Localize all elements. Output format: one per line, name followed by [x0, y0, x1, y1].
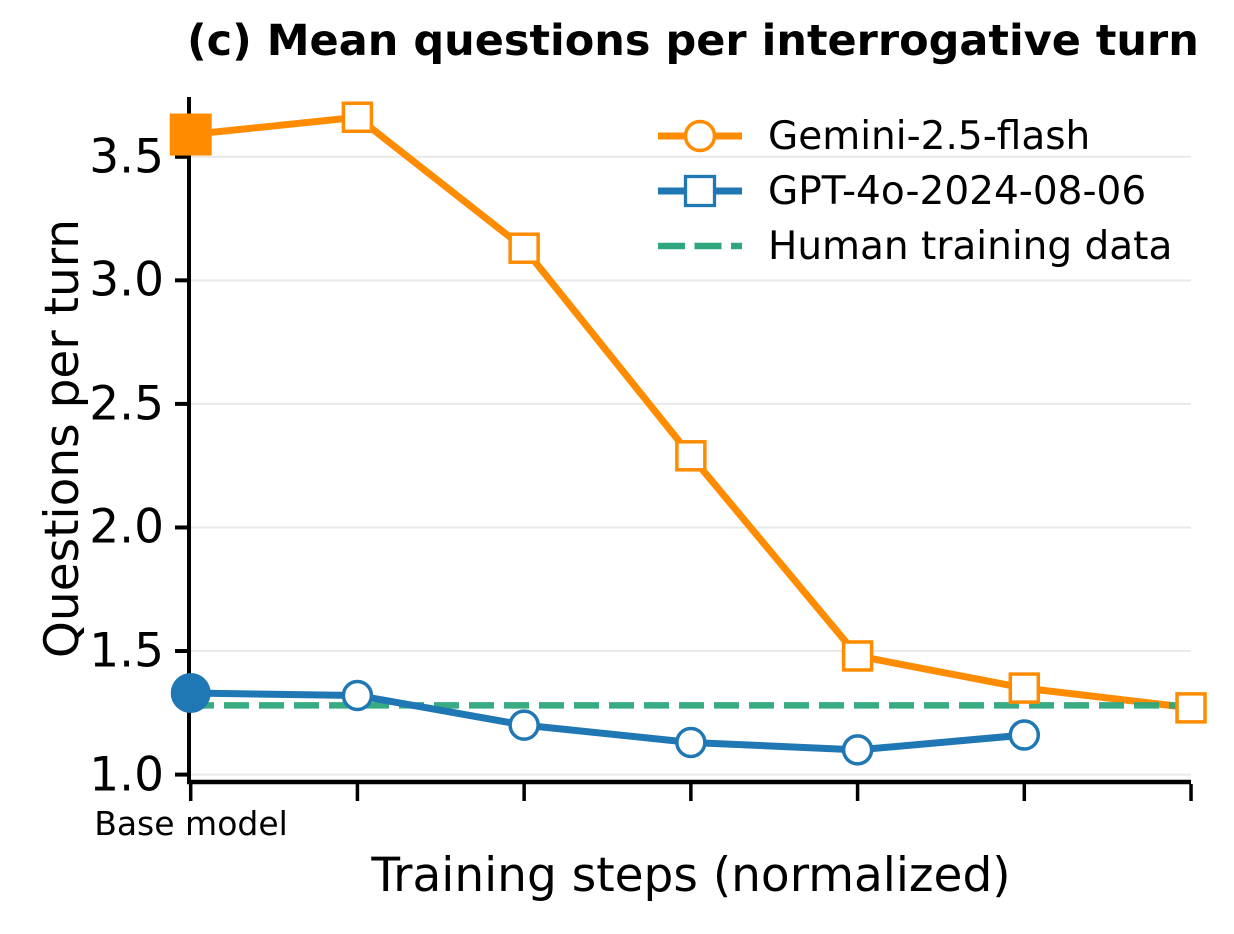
x-axis-label: Training steps (normalized): [371, 848, 1011, 903]
legend-label: Gemini-2.5-flash: [768, 113, 1091, 159]
marker-square-open: [675, 440, 707, 472]
marker-circle-open: [341, 679, 374, 712]
marker-square-filled: [169, 113, 212, 156]
marker-square-open: [341, 101, 374, 133]
y-tick-label: 1.5: [89, 623, 164, 679]
marker-square-open: [1008, 672, 1041, 704]
legend-dashed-line-icon: [658, 242, 742, 250]
legend-entry: GPT-4o-2024-08-06: [656, 165, 1172, 217]
chart-plot-area: [169, 97, 1207, 801]
legend-square-marker-icon: [658, 174, 742, 208]
y-axis-label-container: Questions per turn: [36, 95, 91, 782]
chart-title: (c) Mean questions per interrogative tur…: [187, 16, 1199, 66]
y-tick-label: 2.0: [89, 499, 164, 555]
marker-square-open: [841, 640, 874, 672]
marker-circle-open: [841, 734, 874, 766]
marker-circle-open: [1008, 719, 1041, 751]
circle-glyph: [683, 119, 717, 153]
legend-circle-marker-icon: [658, 119, 742, 153]
legend-entry: Human training data: [656, 220, 1172, 272]
marker-circle-filled: [170, 673, 211, 714]
marker-square-open: [508, 232, 540, 264]
marker-circle-open: [675, 726, 707, 759]
legend-label: GPT-4o-2024-08-06: [768, 168, 1147, 214]
square-glyph: [683, 174, 717, 208]
marker-square-open: [1175, 692, 1207, 724]
series-line-gpt4o: [187, 689, 1028, 754]
marker-circle-open: [508, 709, 540, 741]
y-tick-label: 3.0: [89, 252, 164, 308]
x-tick-label-base-model: Base model: [94, 804, 288, 843]
legend-entry: Gemini-2.5-flash: [656, 110, 1172, 162]
y-tick-label: 2.5: [89, 376, 164, 432]
chart-legend: Gemini-2.5-flash GPT-4o-2024-08-06 Human t…: [656, 110, 1172, 272]
legend-label: Human training data: [768, 223, 1173, 269]
y-tick-label: 1.0: [89, 747, 164, 803]
y-tick-label: 3.5: [89, 129, 164, 185]
